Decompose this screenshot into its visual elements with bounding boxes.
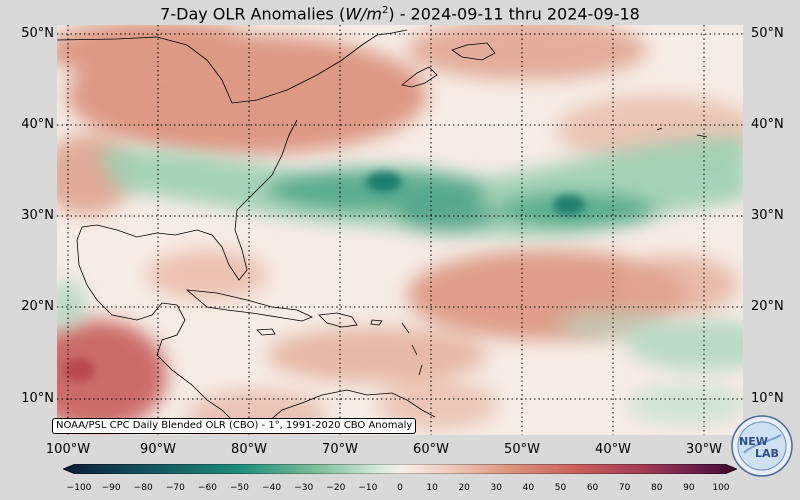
- lon-label: 90°W: [140, 442, 176, 457]
- lat-label-right: 30°N: [751, 208, 784, 223]
- colorbar-tick-label: 100: [712, 483, 730, 493]
- olr-anomaly-map: [57, 25, 743, 435]
- colorbar-tick-label: 50: [554, 483, 567, 493]
- lat-label-left: 30°N: [21, 208, 54, 223]
- colorbar-tick-label: −80: [133, 483, 153, 493]
- colorbar-tick-label: 60: [586, 483, 599, 493]
- lon-label: 80°W: [231, 442, 267, 457]
- colorbar-tick-label: 20: [458, 483, 470, 493]
- lon-label: 70°W: [322, 442, 358, 457]
- lab-logo: NEW LAB: [731, 415, 793, 477]
- colorbar-tick-label: 40: [522, 483, 535, 493]
- colorbar-tick-label: 10: [426, 483, 438, 493]
- colorbar-tick-label: −50: [230, 483, 250, 493]
- coastlines: [57, 29, 708, 431]
- colorbar-tick-label: 80: [651, 483, 663, 493]
- lat-label-left: 40°N: [21, 117, 54, 132]
- lat-label-right: 50°N: [751, 26, 784, 41]
- anomaly-cores: [63, 172, 585, 382]
- colorbar-tick-label: 90: [683, 483, 695, 493]
- gridlines: [57, 25, 743, 435]
- lat-label-right: 40°N: [751, 117, 784, 132]
- lat-label-left: 50°N: [21, 26, 54, 41]
- colorbar-tick-label: −60: [197, 483, 217, 493]
- lat-label-left: 20°N: [21, 299, 54, 314]
- lat-label-left: 10°N: [21, 391, 54, 406]
- colorbar-tick-label: −90: [101, 483, 121, 493]
- colorbar-tick-label: −30: [294, 483, 314, 493]
- colorbar-tick-label: 30: [490, 483, 503, 493]
- colorbar-tick-label: −70: [165, 483, 185, 493]
- colorbar-tick-label: −100: [66, 483, 92, 493]
- lon-label: 60°W: [413, 442, 449, 457]
- lon-label: 50°W: [504, 442, 540, 457]
- colorbar: [63, 464, 737, 474]
- lat-label-right: 20°N: [751, 299, 784, 314]
- svg-text:LAB: LAB: [755, 447, 779, 460]
- colorbar-tick-label: −20: [326, 483, 346, 493]
- lon-label: 100°W: [45, 442, 91, 457]
- lon-label: 30°W: [686, 442, 722, 457]
- data-source-credit: NOAA/PSL CPC Daily Blended OLR (CBO) - 1…: [52, 418, 417, 434]
- lon-label: 40°W: [595, 442, 631, 457]
- colorbar-tick-label: −10: [358, 483, 378, 493]
- svg-text:NEW: NEW: [739, 435, 768, 448]
- colorbar-tick-label: 0: [397, 483, 403, 493]
- colorbar-tick-label: 70: [618, 483, 631, 493]
- map-title: 7-Day OLR Anomalies (W/m2) - 2024-09-11 …: [160, 4, 640, 24]
- colorbar-tick-label: −40: [262, 483, 282, 493]
- lat-label-right: 10°N: [751, 391, 784, 406]
